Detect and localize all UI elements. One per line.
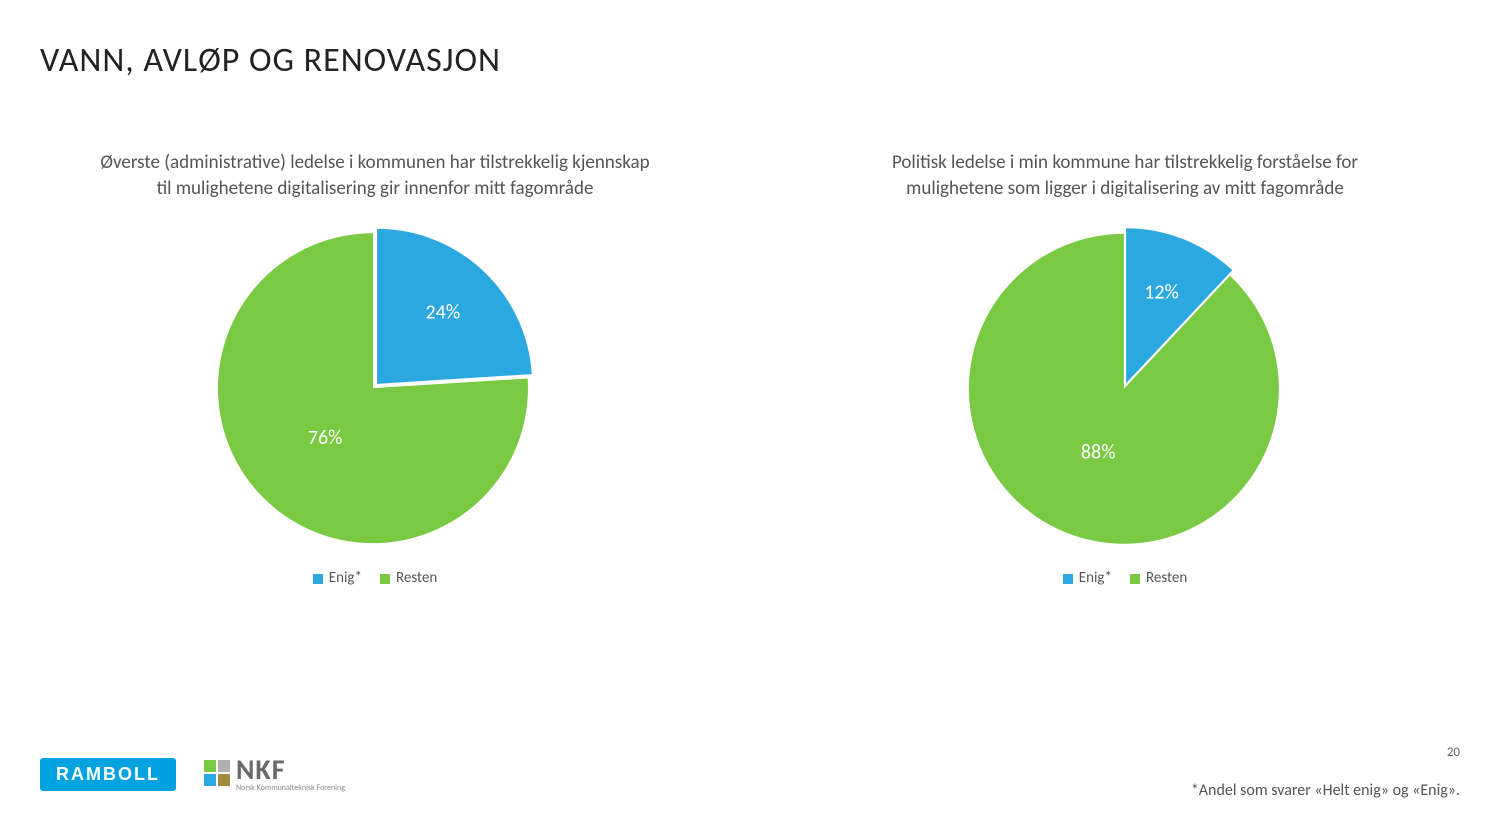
chart-legend: Enig* Resten	[815, 569, 1435, 587]
legend-label: Resten	[396, 569, 437, 587]
pie-slice-resten	[969, 234, 1279, 544]
chart-legend: Enig* Resten	[65, 569, 685, 587]
footer-logos: RAMBOLL NKF Norsk Kommunalteknisk Foreni…	[40, 756, 345, 792]
legend-label: Enig*	[329, 569, 362, 587]
pie-slice-label-resten: 76%	[308, 426, 343, 450]
pie-slice-label-resten: 88%	[1081, 441, 1116, 465]
nkf-logo-square	[204, 774, 216, 786]
charts-row: Øverste (administrative) ledelse i kommu…	[0, 150, 1500, 587]
legend-label: Enig*	[1079, 569, 1112, 587]
chart-0: Øverste (administrative) ledelse i kommu…	[65, 150, 685, 587]
legend-swatch	[380, 574, 390, 584]
page-title: VANN, AVLØP OG RENOVASJON	[40, 40, 501, 81]
nkf-logo-square	[218, 760, 230, 772]
pie-chart: 12% 88%	[960, 221, 1290, 551]
legend-label: Resten	[1146, 569, 1187, 587]
ramboll-logo: RAMBOLL	[40, 758, 176, 791]
nkf-logo-square	[204, 760, 216, 772]
pie-chart: 24% 76%	[210, 221, 540, 551]
footnote: *Andel som svarer «Helt enig» og «Enig».	[1191, 781, 1460, 800]
legend-swatch	[1063, 574, 1073, 584]
pie-slice-label-enig: 24%	[426, 301, 461, 325]
nkf-logo-square	[218, 774, 230, 786]
nkf-logo-squares	[204, 760, 230, 786]
pie-slice-label-enig: 12%	[1144, 281, 1179, 305]
chart-title: Politisk ledelse i min kommune har tilst…	[845, 150, 1405, 201]
chart-1: Politisk ledelse i min kommune har tilst…	[815, 150, 1435, 587]
legend-swatch	[1130, 574, 1140, 584]
nkf-logo: NKF Norsk Kommunalteknisk Forening	[204, 756, 345, 792]
legend-swatch	[313, 574, 323, 584]
nkf-logo-sub: Norsk Kommunalteknisk Forening	[236, 784, 345, 792]
nkf-logo-main: NKF	[236, 756, 345, 784]
page-number: 20	[1447, 745, 1460, 760]
chart-title: Øverste (administrative) ledelse i kommu…	[95, 150, 655, 201]
